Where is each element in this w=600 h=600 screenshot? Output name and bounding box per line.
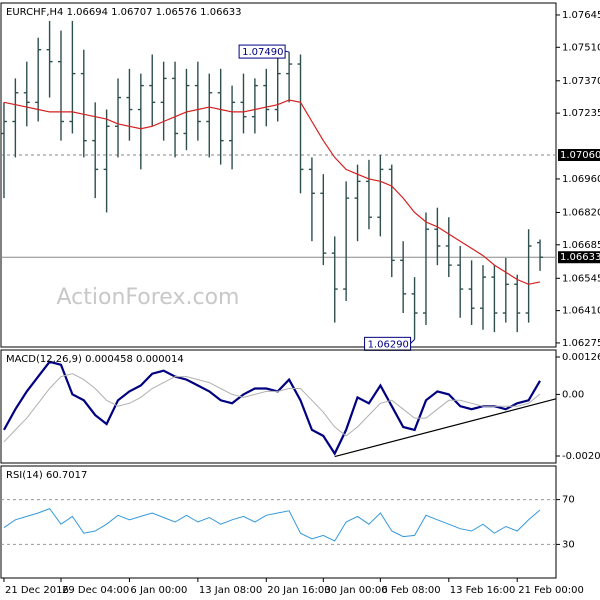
y-tick-label: -0.00208 bbox=[562, 451, 600, 462]
x-tick-label: 13 Jan 08:00 bbox=[199, 585, 262, 596]
x-tick-label: 29 Dec 04:00 bbox=[62, 585, 129, 596]
panel-title: MACD(12,26,9) 0.000458 0.000014 bbox=[6, 354, 184, 365]
series-line bbox=[3, 373, 541, 443]
x-tick-label: 20 Jan 16:00 bbox=[267, 585, 330, 596]
series-line bbox=[3, 360, 541, 456]
y-tick-label: 0.001263 bbox=[562, 352, 600, 363]
panel-frame bbox=[0, 465, 557, 579]
y-tick-label: 1.06820 bbox=[562, 207, 600, 218]
y-tick-label: 1.06410 bbox=[562, 306, 600, 317]
watermark: ActionForex.com bbox=[57, 285, 240, 310]
panel-frame bbox=[0, 349, 557, 464]
y-tick-label: 1.07510 bbox=[562, 42, 600, 53]
x-tick-label: 13 Feb 16:00 bbox=[450, 585, 516, 596]
annotation-leader bbox=[410, 338, 415, 344]
x-tick-label: 21 Dec 2016 bbox=[5, 585, 69, 596]
annotation-label: 1.07490 bbox=[242, 47, 283, 58]
y-tick-label: 1.07645 bbox=[562, 10, 600, 21]
trend-line bbox=[334, 398, 557, 458]
y-tick-label: 1.07235 bbox=[562, 108, 600, 119]
price-label: 1.07060 bbox=[560, 150, 600, 161]
price-label-box bbox=[558, 149, 600, 162]
panel-frame bbox=[0, 2, 557, 348]
x-tick-label: 30 Jan 00:00 bbox=[324, 585, 387, 596]
y-tick-label: 0.00 bbox=[562, 389, 584, 400]
y-tick-label: 70 bbox=[562, 495, 575, 506]
y-tick-label: 1.06960 bbox=[562, 174, 600, 185]
series-line bbox=[3, 507, 541, 542]
x-tick-label: 6 Feb 08:00 bbox=[381, 585, 440, 596]
y-tick-label: 1.06545 bbox=[562, 273, 600, 284]
annotation-leader bbox=[284, 50, 290, 53]
y-tick-label: 1.06685 bbox=[562, 240, 600, 251]
x-tick-label: 21 Feb 00:00 bbox=[518, 585, 584, 596]
y-tick-label: 1.06275 bbox=[562, 338, 600, 349]
series-line bbox=[3, 99, 541, 285]
y-tick-label: 30 bbox=[562, 539, 575, 550]
annotation-label: 1.06290 bbox=[368, 339, 409, 350]
price-label-box bbox=[558, 251, 600, 264]
panel-title: EURCHF,H4 1.06694 1.06707 1.06576 1.0663… bbox=[6, 7, 242, 18]
panel-title: RSI(14) 60.7017 bbox=[6, 470, 87, 481]
x-tick-label: 6 Jan 00:00 bbox=[130, 585, 187, 596]
price-label: 1.06633 bbox=[560, 252, 600, 263]
y-tick-label: 1.07370 bbox=[562, 76, 600, 87]
